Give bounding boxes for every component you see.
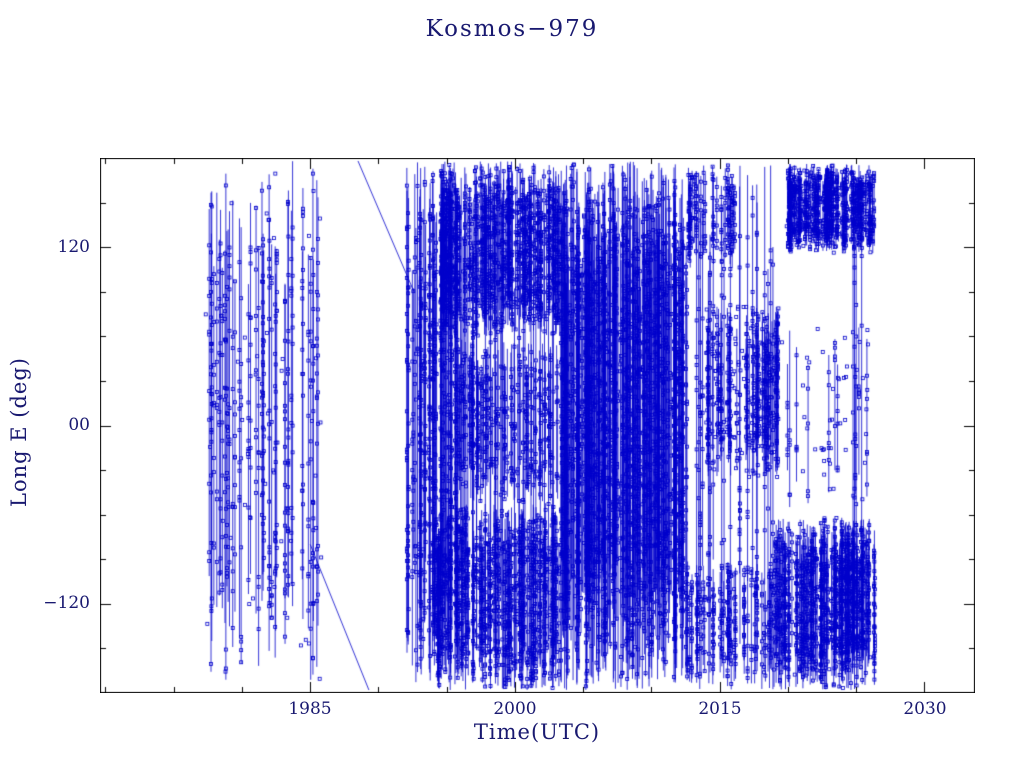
x-axis-label: Time(UTC) (473, 720, 601, 744)
plot-canvas (100, 158, 975, 693)
x-tick-label-1985: 1985 (288, 699, 332, 719)
y-tick-label-minus120: −120 (43, 593, 90, 613)
x-tick-label-2015: 2015 (698, 699, 742, 719)
chart-title: Kosmos−979 (425, 16, 599, 42)
y-tick-label-120: 120 (57, 237, 90, 257)
x-tick-label-2000: 2000 (493, 699, 537, 719)
y-tick-label-00: 00 (68, 415, 90, 435)
x-tick-label-2030: 2030 (903, 699, 947, 719)
